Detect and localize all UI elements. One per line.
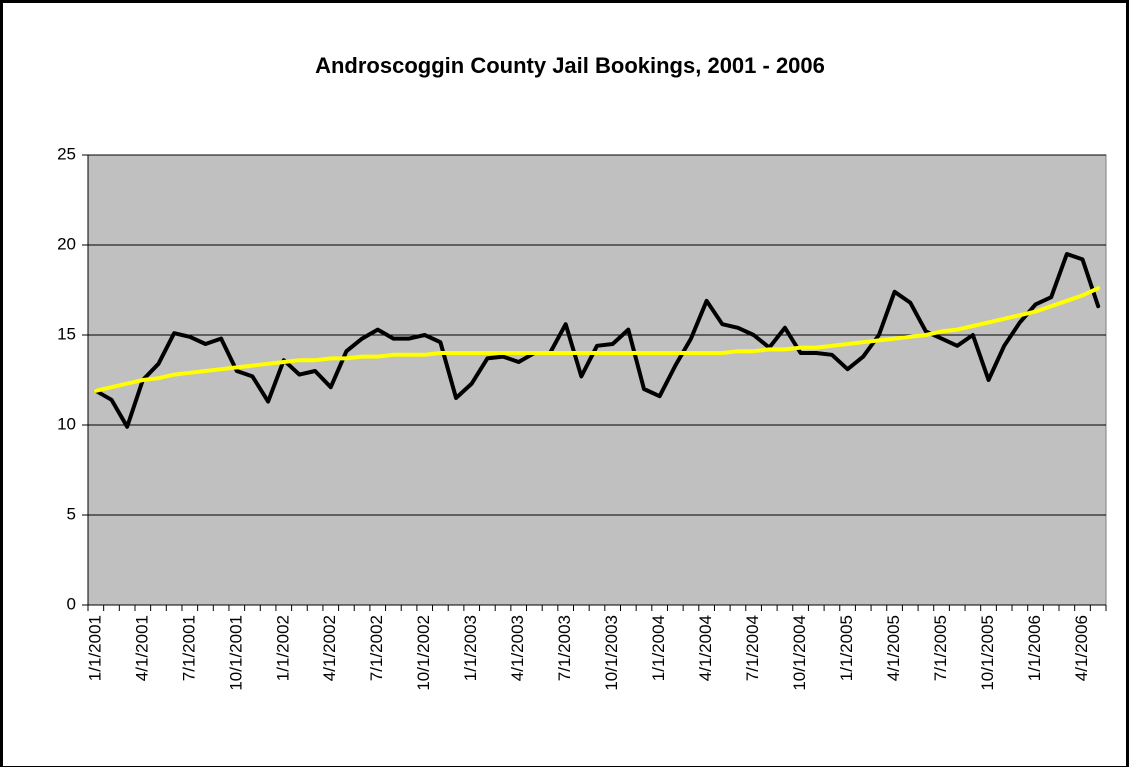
x-tick-label: 10/1/2003 xyxy=(602,615,621,691)
chart-title: Androscoggin County Jail Bookings, 2001 … xyxy=(315,53,825,78)
x-tick-label: 7/1/2002 xyxy=(367,615,386,681)
x-tick-label: 10/1/2004 xyxy=(790,615,809,691)
x-tick-label: 10/1/2005 xyxy=(978,615,997,691)
x-tick-label: 1/1/2003 xyxy=(461,615,480,681)
x-tick-label: 1/1/2006 xyxy=(1025,615,1044,681)
y-tick-label: 20 xyxy=(57,234,76,253)
x-tick-label: 10/1/2001 xyxy=(226,615,245,691)
x-tick-label: 4/1/2006 xyxy=(1072,615,1091,681)
x-tick-label: 7/1/2004 xyxy=(743,615,762,681)
x-tick-label: 7/1/2005 xyxy=(931,615,950,681)
x-tick-label: 4/1/2004 xyxy=(696,615,715,681)
x-tick-label: 4/1/2002 xyxy=(320,615,339,681)
y-tick-label: 25 xyxy=(57,144,76,163)
x-tick-label: 1/1/2004 xyxy=(649,615,668,681)
x-tick-label: 4/1/2001 xyxy=(132,615,151,681)
y-tick-label: 10 xyxy=(57,414,76,433)
y-tick-label: 0 xyxy=(67,594,76,613)
x-tick-label: 10/1/2002 xyxy=(414,615,433,691)
x-tick-label: 1/1/2001 xyxy=(85,615,104,681)
x-tick-label: 7/1/2003 xyxy=(555,615,574,681)
x-tick-label: 1/1/2005 xyxy=(837,615,856,681)
y-tick-label: 5 xyxy=(67,504,76,523)
x-tick-label: 4/1/2003 xyxy=(508,615,527,681)
trend-line xyxy=(93,286,1101,393)
y-tick-label: 15 xyxy=(57,324,76,343)
plot-area xyxy=(87,154,1107,606)
x-tick-label: 1/1/2002 xyxy=(273,615,292,681)
x-tick-label: 7/1/2001 xyxy=(179,615,198,681)
x-tick-label: 4/1/2005 xyxy=(884,615,903,681)
